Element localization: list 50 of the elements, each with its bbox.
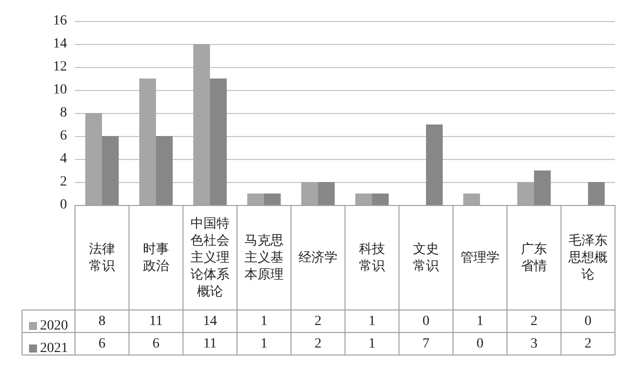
- data-label: 11: [203, 336, 217, 352]
- x-tick-label: 马克思主义基本原理: [244, 232, 284, 282]
- x-tick-label: 文史常识: [413, 241, 439, 273]
- y-tick-label: 14: [53, 36, 67, 52]
- data-label: 1: [260, 314, 268, 329]
- legend-label: 2021: [40, 341, 68, 356]
- data-label: 1: [368, 314, 376, 329]
- x-tick-label: 中国特色社会主义理论体系概论: [190, 216, 230, 298]
- y-tick-label: 4: [60, 152, 67, 166]
- x-tick-label: 广东省情: [521, 241, 547, 273]
- data-label: 1: [476, 314, 484, 329]
- data-label: 2: [314, 314, 322, 329]
- data-label: 2: [530, 314, 538, 329]
- bar: [318, 182, 335, 205]
- y-tick-label: 0: [60, 198, 67, 212]
- data-label: 2: [314, 336, 322, 352]
- data-label: 2: [584, 336, 592, 352]
- data-label: 3: [530, 336, 538, 352]
- x-tick-label: 毛泽东思想概论: [568, 232, 608, 282]
- y-tick-label: 10: [53, 82, 67, 98]
- data-label: 1: [368, 336, 376, 352]
- y-tick-label: 16: [53, 14, 67, 28]
- data-label: 7: [422, 336, 430, 352]
- y-tick-label: 8: [60, 106, 67, 120]
- bar: [264, 194, 281, 205]
- data-label: 14: [203, 314, 217, 329]
- data-label: 0: [422, 314, 430, 329]
- data-label: 11: [149, 314, 163, 329]
- y-tick-label: 2: [60, 174, 67, 190]
- bar: [210, 78, 227, 205]
- data-label: 6: [152, 336, 160, 352]
- data-label: 0: [584, 314, 592, 329]
- data-label: 0: [476, 336, 484, 352]
- bar: [156, 136, 173, 205]
- y-tick-label: 6: [60, 128, 67, 144]
- x-tick-label: 时事政治: [143, 241, 169, 273]
- bar: [534, 170, 551, 205]
- x-tick-label: 经济学: [298, 250, 338, 264]
- x-tick-label: 科技常识: [359, 241, 385, 273]
- bar: [426, 124, 443, 205]
- bar: [102, 136, 119, 205]
- x-tick-label: 法律常识: [89, 241, 115, 273]
- legend-label: 2020: [40, 318, 68, 334]
- x-tick-label: 管理学: [460, 250, 500, 264]
- bar: [372, 194, 389, 205]
- data-label: 6: [98, 336, 106, 352]
- data-label: 1: [260, 336, 268, 352]
- y-tick-label: 12: [53, 60, 67, 74]
- bar: [588, 182, 605, 205]
- data-label: 8: [98, 314, 106, 329]
